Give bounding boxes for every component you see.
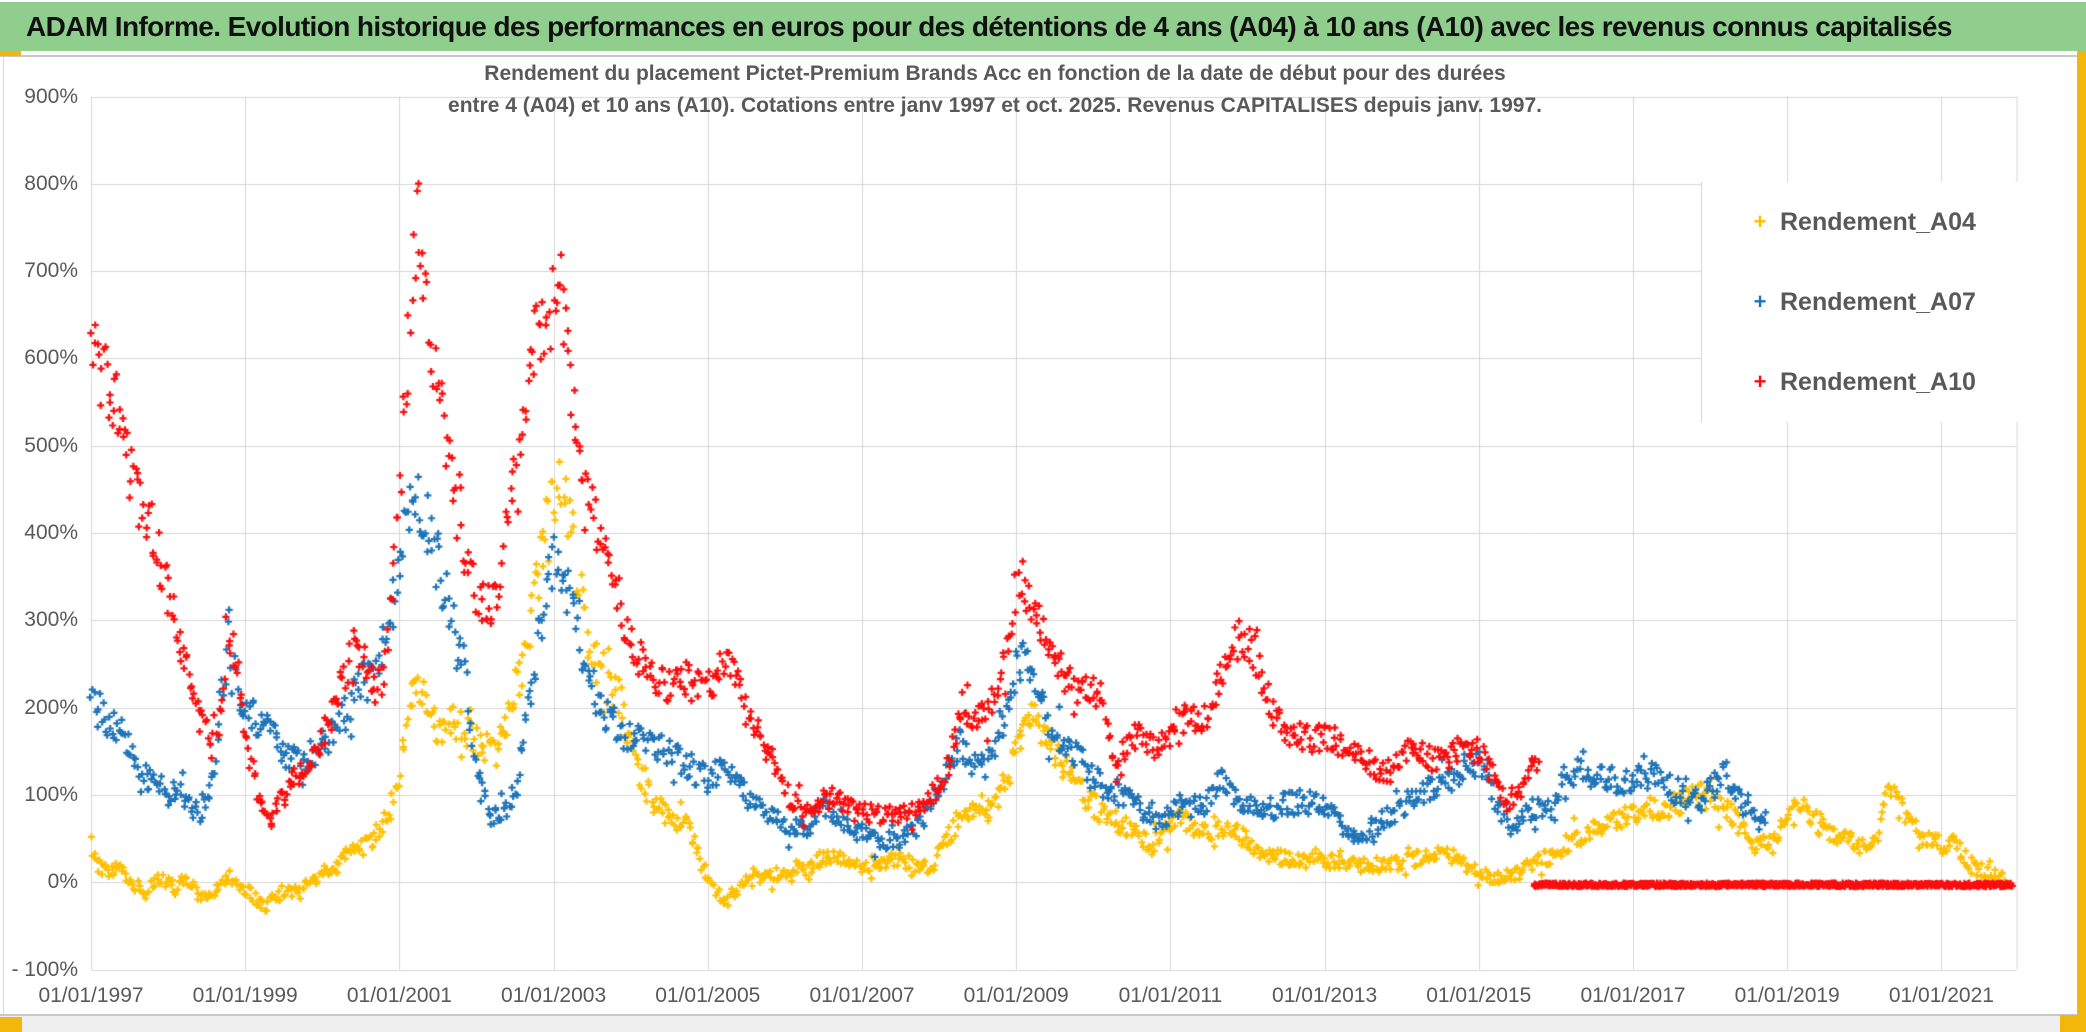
plus-marker-icon: + bbox=[1753, 369, 1767, 394]
legend-item-a04[interactable]: + Rendement_A04 bbox=[1702, 198, 2018, 246]
x-axis-tick-label: 01/01/2013 bbox=[1272, 984, 1378, 1007]
y-axis-tick-label: 600% bbox=[24, 346, 78, 370]
x-axis-tick-label: 01/01/2021 bbox=[1888, 984, 1994, 1007]
accent-strip-bottom-right bbox=[2060, 1015, 2086, 1032]
accent-strip-bottom-left bbox=[0, 1017, 22, 1032]
y-axis-tick-label: 800% bbox=[24, 171, 78, 195]
y-axis-tick-label: 0% bbox=[47, 870, 78, 894]
y-axis-tick-label: 700% bbox=[24, 259, 78, 283]
x-axis-tick-label: 01/01/2003 bbox=[501, 984, 607, 1007]
x-axis-tick-label: 01/01/1999 bbox=[192, 984, 298, 1007]
chart-title-line2: entre 4 (A04) et 10 ans (A10). Cotations… bbox=[448, 94, 1542, 117]
y-axis-tick-label: 100% bbox=[24, 782, 78, 806]
x-axis-tick-label: 01/01/2019 bbox=[1734, 984, 1840, 1007]
accent-strip-right bbox=[2077, 51, 2086, 1032]
legend-label: Rendement_A04 bbox=[1780, 207, 1976, 236]
x-axis-tick-label: 01/01/2015 bbox=[1426, 984, 1532, 1007]
y-axis-tick-label: 500% bbox=[24, 433, 78, 457]
x-axis-tick-label: 01/01/1997 bbox=[38, 984, 144, 1007]
accent-strip-top-left bbox=[0, 51, 21, 56]
chart-legend: + Rendement_A04 + Rendement_A07 + Rendem… bbox=[1701, 182, 2018, 422]
x-axis-tick-label: 01/01/2009 bbox=[963, 984, 1069, 1007]
y-axis-tick-label: 200% bbox=[24, 695, 78, 719]
x-axis-tick-label: 01/01/2005 bbox=[655, 984, 761, 1007]
x-axis-tick-label: 01/01/2001 bbox=[346, 984, 452, 1007]
left-edge-divider bbox=[3, 57, 4, 1014]
legend-item-a10[interactable]: + Rendement_A10 bbox=[1702, 358, 2018, 406]
legend-label: Rendement_A07 bbox=[1780, 287, 1976, 316]
window-title: ADAM Informe. Evolution historique des p… bbox=[26, 10, 1952, 42]
legend-item-a07[interactable]: + Rendement_A07 bbox=[1702, 278, 2018, 326]
x-axis-tick-label: 01/01/2017 bbox=[1580, 984, 1686, 1007]
title-divider bbox=[0, 55, 2086, 57]
plus-marker-icon: + bbox=[1753, 209, 1767, 234]
y-axis-tick-label: 900% bbox=[24, 84, 78, 108]
y-axis-tick-label: 300% bbox=[24, 608, 78, 632]
chart-title-line1: Rendement du placement Pictet-Premium Br… bbox=[484, 62, 1506, 85]
plus-marker-icon: + bbox=[1753, 289, 1767, 314]
bottom-status-strip bbox=[0, 1014, 2086, 1032]
y-axis-tick-label: 400% bbox=[24, 521, 78, 544]
x-axis-tick-label: 01/01/2007 bbox=[809, 984, 915, 1007]
legend-label: Rendement_A10 bbox=[1780, 367, 1976, 396]
window-title-bar: ADAM Informe. Evolution historique des p… bbox=[0, 2, 2086, 51]
x-axis-tick-label: 01/01/2011 bbox=[1118, 984, 1223, 1007]
y-axis-tick-label: - 100% bbox=[11, 957, 78, 981]
